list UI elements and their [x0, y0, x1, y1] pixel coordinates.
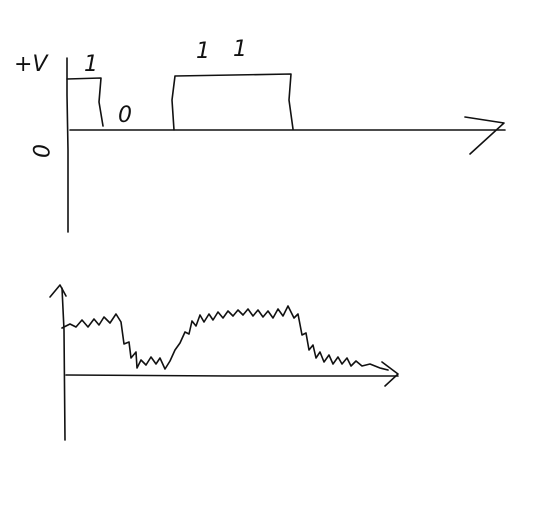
square-wave-signal — [66, 73, 294, 131]
bit-label: 1 — [196, 39, 210, 64]
top-y-axis — [66, 57, 69, 233]
origin-label: 0 — [27, 144, 52, 158]
bottom-x-axis — [65, 374, 399, 377]
bottom-y-axis — [61, 287, 66, 441]
bit-label: 1 — [84, 52, 98, 77]
top-x-axis-arrowhead — [464, 116, 505, 155]
bit-label: 0 — [118, 103, 132, 128]
top-plot: +V 0 1 0 1 1 — [14, 37, 506, 233]
bottom-plot — [49, 284, 399, 441]
bottom-x-axis-arrowhead — [381, 361, 399, 387]
bottom-y-axis-arrow — [49, 284, 67, 298]
noisy-signal — [61, 305, 389, 371]
bit-label: 1 — [233, 37, 247, 62]
y-axis-label: +V — [14, 52, 49, 77]
